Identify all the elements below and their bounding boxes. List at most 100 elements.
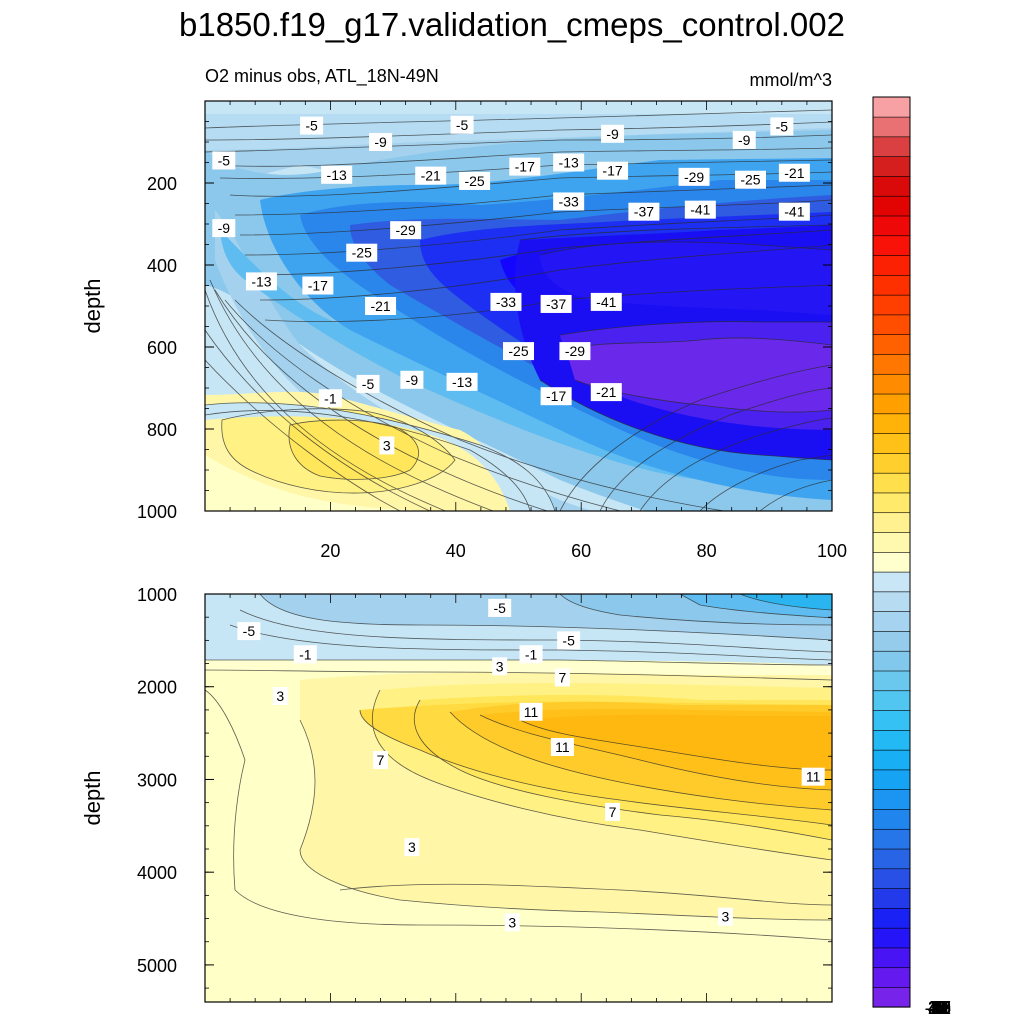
contour-label-text: -17 (515, 159, 535, 175)
contour-label-bg (379, 436, 395, 455)
colorbar-bin (872, 492, 911, 514)
contour-label-bg (492, 657, 508, 676)
contour-label: -17 (509, 157, 541, 176)
contour-label-bg (504, 913, 520, 932)
contour-label-bg (404, 838, 420, 857)
contour-labels: -5-9-5-9 -9-5-5-13 -21 -25-17 -13-17 -29 -25 -2… (212, 115, 825, 932)
contour-label-text: -25 (508, 343, 528, 359)
colorbar-bin (872, 947, 911, 969)
contour-label-text: -1 (299, 646, 312, 662)
upper-ylabel: depth (80, 278, 105, 333)
contour-label-bg (245, 272, 277, 291)
contour-label: -17 (597, 161, 629, 180)
colorbar-bin (872, 215, 911, 237)
colorbar-tick-label: 45 (928, 998, 948, 1018)
contour-label: 7 (605, 802, 621, 821)
colorbar-tick-label: 37 (928, 998, 948, 1018)
contour-label-text: 3 (408, 839, 416, 855)
contour-label-text: -21 (421, 168, 441, 184)
colorbar-tick-label: 41 (928, 998, 948, 1018)
contour-label-bg (553, 192, 585, 211)
lower-axes: 1000 2000 3000 4000 5000 (137, 585, 833, 1002)
contour-label-text: 3 (383, 437, 391, 453)
contour-label: 11 (550, 738, 574, 756)
contour-label-text: -17 (546, 388, 566, 404)
colorbar-tick-label: -35 (925, 998, 951, 1018)
y-tick-label: 800 (147, 420, 177, 440)
contour-label: 11 (519, 702, 543, 721)
contour-label-text: 3 (276, 688, 284, 704)
contour-label: -25 (503, 342, 534, 361)
contour-label-bg (212, 219, 236, 238)
contour-label-bg (509, 157, 541, 176)
contour-label: 11 (801, 767, 825, 786)
colorbar-bin (872, 373, 911, 395)
contour-label: -17 (540, 387, 572, 406)
contour-label-text: 3 (722, 909, 730, 925)
contour-label-bg (446, 372, 478, 391)
colorbar-bin (872, 274, 911, 296)
upper-contour-field (205, 101, 832, 511)
colorbar-bin (872, 709, 911, 731)
colorbar-bin (872, 452, 911, 474)
colorbar-bin (872, 670, 911, 692)
contour-label: -17 (302, 276, 334, 295)
contour-label: -1 (293, 645, 317, 664)
contour-label-text: -21 (784, 165, 804, 181)
contour-label-bg (597, 161, 629, 180)
contour-label-bg (450, 115, 474, 134)
contour-label-bg (628, 202, 660, 221)
contour-label-bg (272, 687, 288, 705)
contour-label-bg (356, 374, 380, 393)
colorbar-bin (872, 591, 911, 612)
contour-label-text: -9 (606, 126, 619, 142)
colorbar-tick-label: -43 (925, 998, 951, 1018)
contour-label: 7 (554, 668, 570, 687)
contour-label-bg (490, 292, 522, 311)
x-tick-label: 40 (446, 541, 466, 561)
contour-label-text: 3 (508, 914, 516, 930)
contour-label-bg (550, 738, 574, 756)
contour-label-text: -25 (740, 172, 760, 188)
contour-label-bg (801, 767, 825, 786)
contour-label: -21 (778, 163, 810, 182)
contour-label-text: -41 (596, 294, 616, 310)
contour-label: -29 (678, 167, 710, 186)
contour-label-text: -1 (525, 646, 538, 662)
contour-label-bg (300, 116, 324, 135)
colorbar-bin (872, 789, 911, 810)
contour-label-text: -13 (452, 374, 472, 390)
contour-label-bg (293, 645, 317, 664)
colorbar-bin (872, 749, 911, 771)
contour-label-bg (717, 907, 733, 926)
contour-label-text: -37 (546, 296, 566, 312)
y-tick-label: 1000 (137, 585, 177, 605)
contour-label-bg (540, 387, 572, 406)
contour-label: -33 (490, 292, 522, 311)
contour-label-text: -29 (684, 169, 704, 185)
contour-label-text: -33 (496, 294, 516, 310)
contour-label-text: -13 (559, 155, 579, 171)
colorbar-bin (872, 512, 911, 533)
contour-label-bg (590, 292, 622, 311)
colorbar-bin (872, 808, 911, 830)
contour-label-bg (554, 668, 570, 687)
contour-label: -33 (553, 192, 585, 211)
contour-label: -41 (684, 200, 716, 219)
contour-label-bg (237, 622, 261, 641)
colorbar-bin (872, 828, 911, 850)
x-tick-label: 80 (697, 541, 717, 561)
contour-label: -9 (212, 219, 236, 238)
colorbar-tick-label: 33 (928, 998, 948, 1018)
contour-label: -1 (318, 389, 342, 408)
colorbar-tick-label: 9 (933, 998, 943, 1018)
contour-label: -9 (732, 130, 756, 149)
colorbar-frame (872, 96, 911, 1008)
colorbar-bin (872, 868, 911, 889)
contour-label: 3 (404, 838, 420, 857)
contour-label-bg (590, 383, 622, 402)
contour-label-text: -9 (738, 132, 751, 148)
contour-label-text: -17 (602, 163, 622, 179)
contour-label-bg (778, 163, 810, 182)
contour-label-text: -13 (251, 273, 271, 289)
